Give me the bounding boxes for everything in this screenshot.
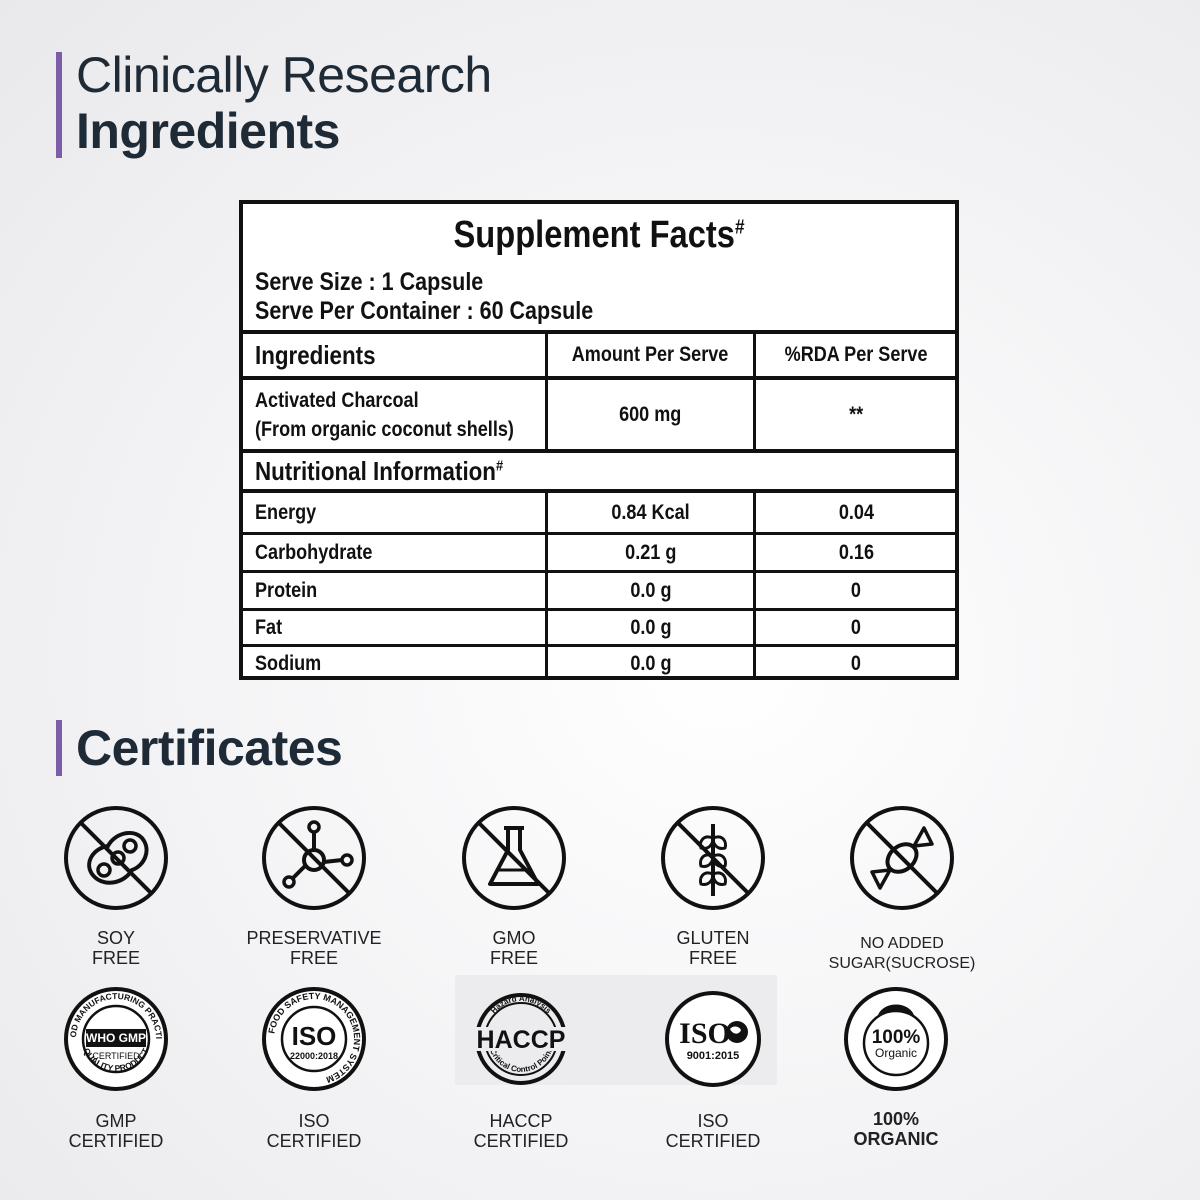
badge-iso-9001-certified: ISO 9001:2015 ISO CERTIFIED xyxy=(633,985,793,1151)
divider xyxy=(545,330,548,453)
column-header-amount: Amount Per Serve xyxy=(572,343,729,366)
nutrition-row-name: Energy xyxy=(255,500,317,524)
no-sugar-icon xyxy=(850,806,954,910)
soy-free-icon xyxy=(64,806,168,910)
svg-text:ISO: ISO xyxy=(679,1017,731,1050)
svg-text:HACCP: HACCP xyxy=(477,1026,566,1054)
badge-label: GLUTEN FREE xyxy=(676,928,750,968)
badge-gluten-free: GLUTEN FREE xyxy=(633,804,793,968)
badge-100-organic: 100% Organic 100% ORGANIC xyxy=(816,985,976,1149)
heading-line-1: Clinically Research xyxy=(76,47,492,103)
svg-text:CERTIFIED: CERTIFIED xyxy=(92,1051,140,1061)
svg-text:9001:2015: 9001:2015 xyxy=(687,1050,740,1062)
badge-label: 100% ORGANIC xyxy=(853,1109,939,1149)
divider xyxy=(243,376,955,380)
badge-label: NO ADDED SUGAR(SUCROSE) xyxy=(828,935,976,972)
nutrition-row-rda: 0 xyxy=(850,651,862,675)
divider xyxy=(243,570,955,573)
gmp-seal-icon: GOOD MANUFACTURING PRACTICE QUALITY PROD… xyxy=(62,985,168,1091)
gluten-free-icon xyxy=(661,806,765,910)
nutrition-row-rda: 0 xyxy=(850,578,862,602)
iso-22000-seal-icon: FOOD SAFETY MANAGEMENT SYSTEM ISO 22000:… xyxy=(262,987,366,1091)
divider xyxy=(243,449,955,453)
badge-label: SOY FREE xyxy=(91,928,140,968)
gmo-free-icon xyxy=(462,806,566,910)
divider xyxy=(243,330,955,334)
ingredient-rda: ** xyxy=(848,402,864,426)
divider xyxy=(243,644,955,647)
nutrition-row-rda: 0.04 xyxy=(838,500,874,524)
supplement-facts-table: Supplement Facts# Serve Size : 1 Capsule… xyxy=(239,200,959,680)
nutrition-title: Nutritional Information# xyxy=(255,455,504,486)
section-heading-ingredients: Clinically Research Ingredients xyxy=(56,47,492,159)
divider xyxy=(545,489,548,680)
serve-info: Serve Size : 1 Capsule Serve Per Contain… xyxy=(255,268,593,326)
ingredient-amount: 600 mg xyxy=(619,402,682,426)
svg-text:100%: 100% xyxy=(872,1027,921,1048)
badge-soy-free: SOY FREE xyxy=(36,804,196,968)
svg-text:Organic: Organic xyxy=(875,1046,917,1060)
badge-gmp-certified: GOOD MANUFACTURING PRACTICE QUALITY PROD… xyxy=(36,985,196,1151)
divider xyxy=(753,489,756,680)
nutrition-row-name: Fat xyxy=(255,615,283,639)
nutrition-row-amount: 0.0 g xyxy=(629,578,672,602)
nutrition-row-amount: 0.84 Kcal xyxy=(611,500,690,524)
badge-label: ISO CERTIFIED xyxy=(665,1111,761,1151)
nutrition-row-name: Sodium xyxy=(255,651,322,675)
certificates-title: Certificates xyxy=(76,720,343,776)
nutrition-row-amount: 0.21 g xyxy=(624,540,677,564)
svg-text:22000:2018: 22000:2018 xyxy=(290,1051,338,1061)
ingredient-name: Activated Charcoal (From organic coconut … xyxy=(255,388,514,441)
badge-label: ISO CERTIFIED xyxy=(266,1111,362,1151)
badge-label: GMO FREE xyxy=(489,928,538,968)
badge-label: PRESERVATIVE FREE xyxy=(246,928,382,968)
badge-gmo-free: GMO FREE xyxy=(434,804,594,968)
nutrition-row-name: Protein xyxy=(255,578,318,602)
column-header-rda: %RDA Per Serve xyxy=(784,343,928,366)
divider xyxy=(243,532,955,535)
badge-iso-22000-certified: FOOD SAFETY MANAGEMENT SYSTEM ISO 22000:… xyxy=(234,985,394,1151)
svg-text:WHO GMP: WHO GMP xyxy=(86,1031,146,1045)
badge-preservative-free: PRESERVATIVE FREE xyxy=(234,804,394,968)
heading-line-2: Ingredients xyxy=(76,103,340,159)
divider xyxy=(243,608,955,611)
badge-label: GMP CERTIFIED xyxy=(68,1111,164,1151)
badge-label: HACCP CERTIFIED xyxy=(473,1111,569,1151)
preservative-free-icon xyxy=(262,806,366,910)
nutrition-row-name: Carbohydrate xyxy=(255,540,373,564)
column-header-ingredients: Ingredients xyxy=(255,339,376,370)
facts-title: Supplement Facts# xyxy=(453,214,745,256)
nutrition-row-rda: 0.16 xyxy=(838,540,874,564)
haccp-seal-icon: Hazard Analysis Critical Control Point H… xyxy=(469,993,573,1085)
svg-text:ISO: ISO xyxy=(292,1021,337,1051)
svg-text:Hazard Analysis: Hazard Analysis xyxy=(489,994,553,1016)
nutrition-row-amount: 0.0 g xyxy=(629,651,672,675)
badge-no-added-sugar: NO ADDED SUGAR(SUCROSE) xyxy=(822,804,982,974)
divider xyxy=(243,489,955,493)
serve-per-container: Serve Per Container : 60 Capsule xyxy=(255,297,594,325)
organic-seal-icon: 100% Organic xyxy=(844,987,948,1091)
nutrition-row-amount: 0.0 g xyxy=(629,615,672,639)
iso-9001-seal-icon: ISO 9001:2015 xyxy=(665,991,761,1087)
serve-size: Serve Size : 1 Capsule xyxy=(255,268,484,296)
nutrition-row-rda: 0 xyxy=(850,615,862,639)
badge-haccp-certified: Hazard Analysis Critical Control Point H… xyxy=(441,985,601,1151)
divider xyxy=(753,330,756,453)
section-heading-certificates: Certificates xyxy=(56,720,343,776)
